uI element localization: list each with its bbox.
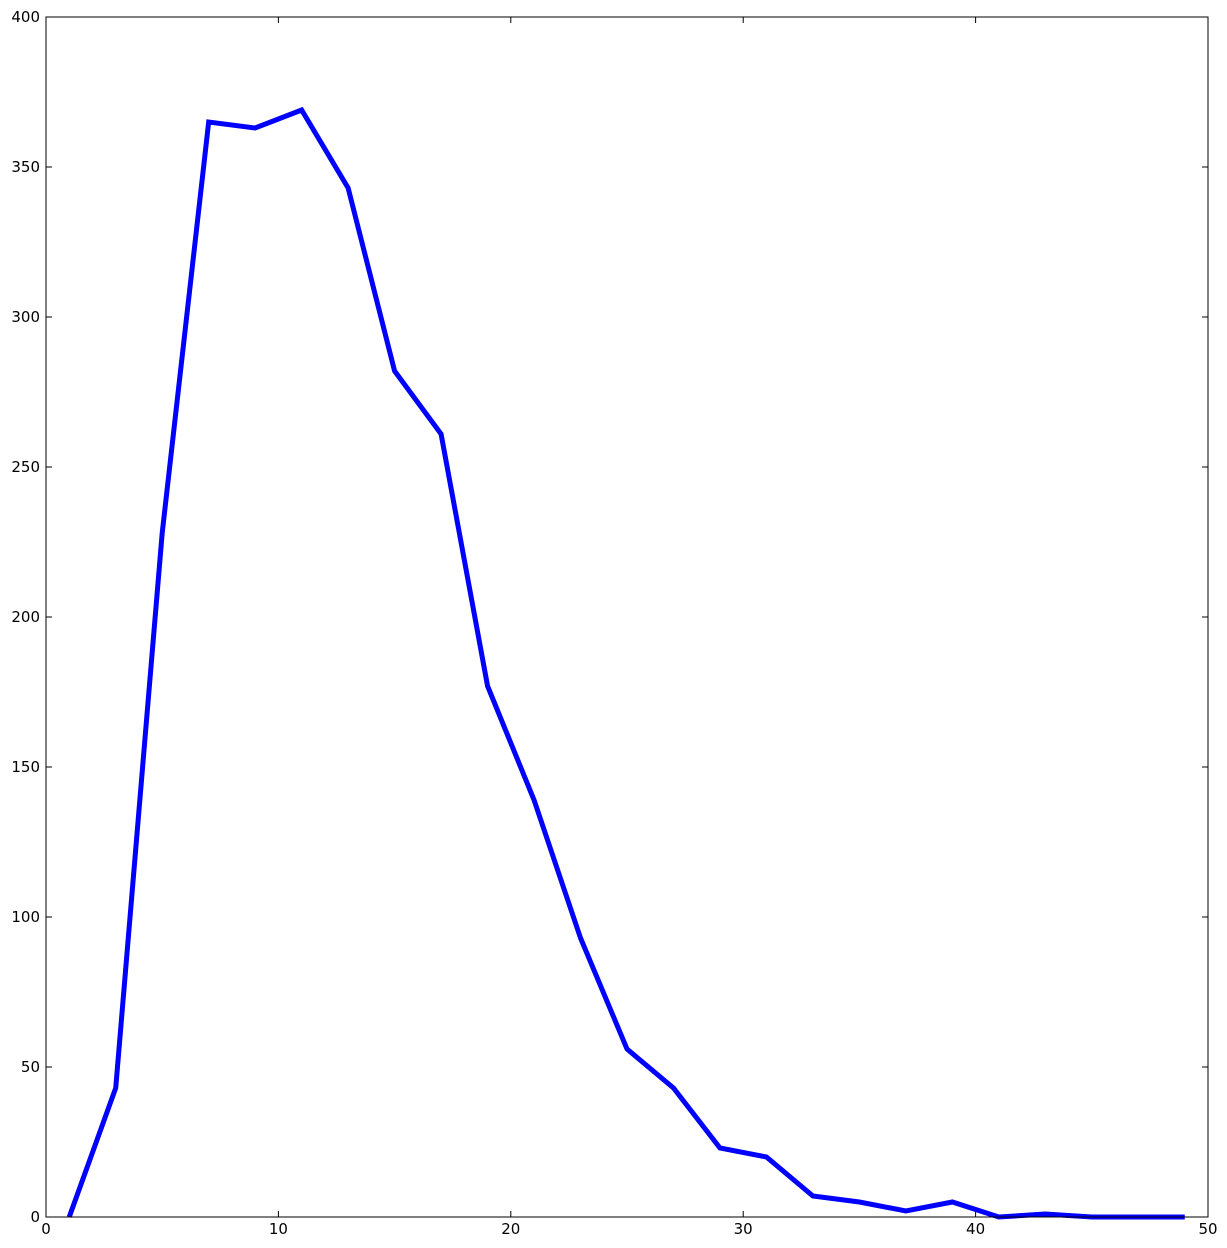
tick-labels: 0 10 20 30 40 50 0 50 100 150 200 250 300 350 400	[11, 8, 1217, 1238]
x-tick-label: 30	[734, 1220, 753, 1238]
y-tick-label: 300	[11, 308, 40, 326]
y-tick-label: 0	[30, 1208, 40, 1226]
x-tick-label: 50	[1198, 1220, 1217, 1238]
series-line	[66, 106, 1185, 1220]
x-tick-label: 40	[966, 1220, 985, 1238]
y-tick-label: 350	[11, 158, 40, 176]
x-tick-label: 20	[501, 1220, 520, 1238]
x-tick-label: 10	[269, 1220, 288, 1238]
plot-frame	[45, 16, 1209, 1218]
y-tick-label: 200	[11, 608, 40, 626]
y-tick-label: 150	[11, 758, 40, 776]
x-tick-label: 0	[41, 1220, 51, 1238]
y-tick-label: 250	[11, 458, 40, 476]
y-tick-label: 50	[21, 1058, 40, 1076]
y-tick-label: 100	[11, 908, 40, 926]
ticks	[45, 16, 1209, 1218]
y-tick-label: 400	[11, 8, 40, 26]
series-layer	[66, 106, 1185, 1220]
